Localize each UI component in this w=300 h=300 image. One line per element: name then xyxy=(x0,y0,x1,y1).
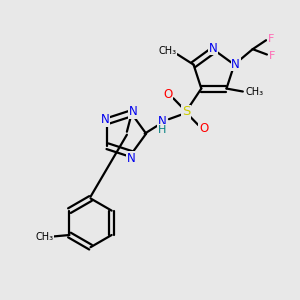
Text: S: S xyxy=(182,105,190,118)
Text: N: N xyxy=(209,42,218,55)
Text: H: H xyxy=(158,124,166,135)
Text: O: O xyxy=(164,88,173,101)
Text: N: N xyxy=(158,115,167,128)
Text: F: F xyxy=(269,51,275,61)
Text: CH₃: CH₃ xyxy=(36,232,54,242)
Text: N: N xyxy=(128,105,137,118)
Text: CH₃: CH₃ xyxy=(159,46,177,56)
Text: CH₃: CH₃ xyxy=(245,86,263,97)
Text: N: N xyxy=(101,113,110,126)
Text: O: O xyxy=(199,122,208,135)
Text: N: N xyxy=(127,152,136,165)
Text: N: N xyxy=(231,58,240,70)
Text: F: F xyxy=(268,34,274,44)
